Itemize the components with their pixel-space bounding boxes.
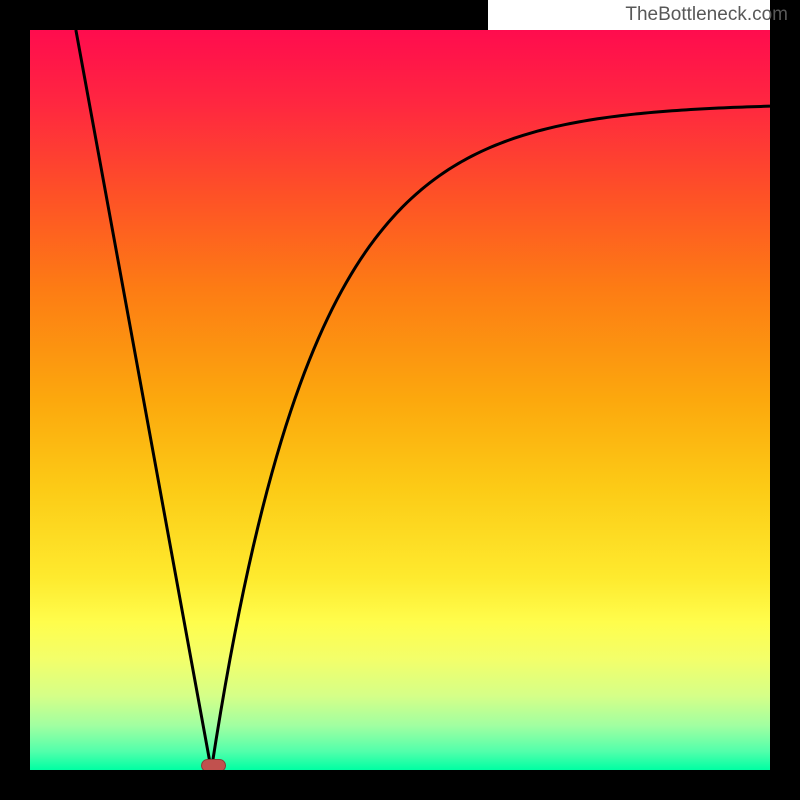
attribution-text: TheBottleneck.com — [625, 4, 788, 26]
frame-right — [770, 0, 800, 800]
frame-top-left-segment — [0, 0, 488, 30]
frame-bottom — [0, 770, 800, 800]
gradient-background — [30, 30, 770, 770]
frame-left — [0, 0, 30, 800]
minimum-marker — [202, 760, 226, 772]
chart-container: TheBottleneck.com — [0, 0, 800, 800]
bottleneck-chart — [0, 0, 800, 800]
